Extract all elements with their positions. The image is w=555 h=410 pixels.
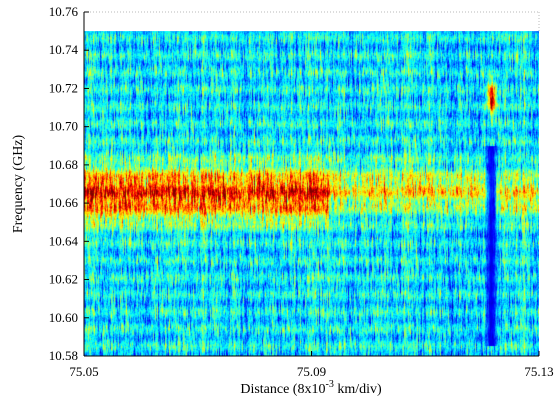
y-axis-ticks: 10.58 10.60 10.62 10.64 10.66 10.68 10.70 10.72…: [49, 4, 89, 363]
x-axis-title-unit: km/div): [334, 382, 382, 397]
y-tick-label: 10.60: [49, 310, 78, 325]
x-axis-title: Distance (8x10-3 km/div): [240, 379, 382, 397]
x-tick-label: 75.05: [69, 364, 98, 379]
y-tick-label: 10.76: [49, 4, 79, 19]
heatmap-image: [84, 31, 539, 356]
y-axis-title: Frequency (GHz): [11, 134, 26, 233]
x-tick-label: 75.13: [524, 364, 553, 379]
y-tick-label: 10.66: [49, 195, 79, 210]
x-axis-title-main: Distance (8x10: [240, 382, 325, 397]
y-tick-label: 10.74: [49, 42, 79, 57]
x-tick-label: 75.09: [297, 364, 326, 379]
y-tick-label: 10.70: [49, 119, 78, 134]
y-tick-label: 10.58: [49, 348, 78, 363]
y-tick-label: 10.62: [49, 272, 78, 287]
y-tick-label: 10.64: [49, 233, 79, 248]
x-axis-ticks: 75.05 75.09 75.13: [69, 351, 554, 379]
y-tick-label: 10.68: [49, 157, 78, 172]
x-axis-title-superscript: -3: [325, 379, 333, 390]
y-tick-label: 10.72: [49, 80, 78, 95]
